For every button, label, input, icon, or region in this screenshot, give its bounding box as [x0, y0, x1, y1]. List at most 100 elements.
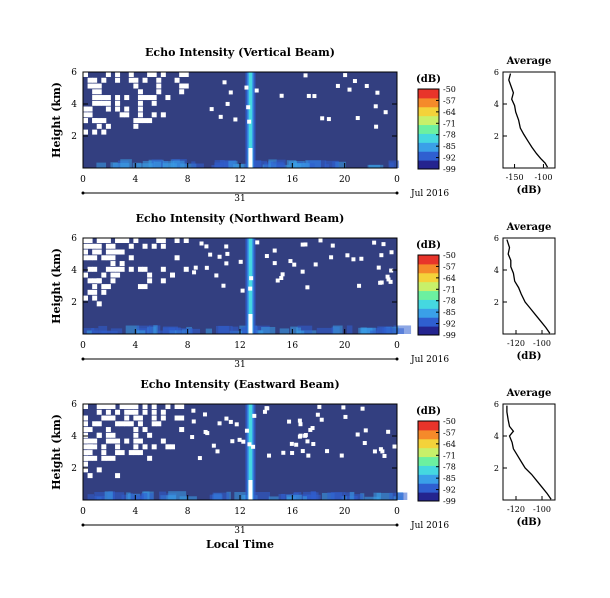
missing-data-cell [343, 414, 348, 419]
missing-data-cell [151, 243, 157, 249]
missing-data-cell [115, 95, 121, 101]
missing-data-cell [203, 429, 208, 434]
missing-data-cell [115, 100, 121, 106]
missing-data-cell [156, 421, 162, 427]
missing-data-cell [174, 238, 180, 243]
missing-data-cell [234, 422, 239, 427]
heatmap-background [83, 72, 397, 168]
colorbar-frame [417, 88, 440, 170]
missing-data-cell [240, 288, 245, 293]
missing-data-cell [151, 72, 157, 77]
missing-data-cell [105, 438, 111, 444]
missing-data-cell [147, 95, 153, 101]
missing-data-cell [170, 272, 176, 278]
missing-data-cell [379, 253, 384, 258]
colorbar-swatch [418, 263, 439, 274]
missing-data-cell [92, 455, 98, 461]
missing-data-cell [115, 266, 121, 272]
missing-data-cell [96, 432, 102, 438]
panel-title: Echo Intensity (Vertical Beam) [145, 46, 335, 59]
profile-x-tick-label: -120 [507, 505, 525, 514]
missing-data-cell [308, 427, 313, 432]
missing-data-cell [142, 444, 148, 450]
missing-data-cell [105, 415, 111, 421]
missing-data-cell [300, 449, 305, 454]
missing-data-cell [101, 77, 107, 83]
missing-data-cell [119, 266, 125, 272]
day-span-start [81, 191, 85, 195]
missing-data-cell [352, 79, 357, 84]
missing-data-cell [137, 415, 143, 421]
missing-data-cell [87, 112, 93, 118]
echo-column-base [248, 314, 253, 334]
missing-data-cell [96, 89, 102, 95]
missing-data-cell [264, 254, 269, 259]
missing-data-cell [345, 253, 350, 258]
missing-data-cell [92, 118, 98, 124]
colorbar-tick-label: -99 [443, 165, 456, 174]
missing-data-cell [133, 118, 139, 124]
missing-data-cell [376, 265, 381, 270]
ground-echo-cell [231, 326, 239, 334]
ground-echo-cell [335, 161, 346, 168]
colorbar-tick-label: -64 [443, 440, 456, 449]
profile-y-tick-label: 6 [494, 234, 499, 243]
colorbar-unit: (dB) [416, 406, 441, 417]
missing-data-cell [151, 444, 157, 450]
missing-data-cell [110, 249, 116, 255]
missing-data-cell [170, 444, 176, 450]
profile-y-tick-label: 2 [494, 132, 499, 141]
missing-data-cell [306, 93, 311, 98]
missing-data-cell [105, 243, 111, 249]
missing-data-cell [294, 442, 299, 447]
missing-data-cell [142, 243, 148, 249]
missing-data-cell [83, 72, 88, 77]
missing-data-cell [373, 104, 378, 109]
missing-data-cell [124, 404, 130, 409]
missing-data-cell [254, 88, 259, 93]
ground-echo-cell [376, 492, 393, 500]
missing-data-cell [115, 72, 121, 77]
missing-data-cell [343, 73, 348, 78]
missing-data-cell [87, 278, 93, 284]
missing-data-cell [87, 255, 93, 261]
ground-echo-cell [252, 325, 270, 334]
missing-data-cell [233, 117, 238, 122]
ground-echo-cell [121, 494, 129, 500]
missing-data-cell [101, 118, 107, 124]
ground-echo-cell [162, 327, 175, 334]
colorbar-tick-label: -99 [443, 497, 456, 506]
colorbar-tick-label: -50 [443, 251, 456, 260]
missing-data-cell [105, 404, 111, 409]
missing-data-cell [115, 409, 121, 415]
missing-data-cell [230, 439, 235, 444]
colorbar-tick-label: -92 [443, 320, 456, 329]
missing-data-cell [105, 123, 111, 129]
missing-data-cell [83, 461, 88, 467]
missing-data-cell [288, 259, 293, 264]
missing-data-cell [92, 278, 98, 284]
missing-data-cell [160, 238, 166, 243]
profile-title: Average [506, 56, 552, 67]
ground-echo-cell [179, 496, 197, 500]
ground-echo-cell [214, 162, 232, 168]
ground-echo-cell [212, 492, 230, 500]
missing-data-cell [392, 444, 397, 449]
missing-data-cell [151, 404, 157, 409]
x-tick-label: 16 [287, 341, 299, 351]
missing-data-cell [105, 72, 111, 77]
colorbar-swatch [418, 160, 439, 170]
missing-data-cell [247, 119, 252, 124]
missing-data-cell [372, 240, 377, 245]
missing-data-cell [87, 473, 93, 479]
missing-data-cell [311, 442, 316, 447]
missing-data-cell [96, 123, 102, 129]
missing-data-cell [137, 89, 143, 95]
profile-title: Average [506, 222, 552, 233]
missing-data-cell [147, 455, 153, 461]
missing-data-cell [92, 243, 98, 249]
ground-echo-cell [98, 325, 108, 334]
ground-echo-cell [173, 160, 185, 168]
profile-y-tick-label: 4 [494, 266, 499, 275]
missing-data-cell [255, 240, 260, 245]
